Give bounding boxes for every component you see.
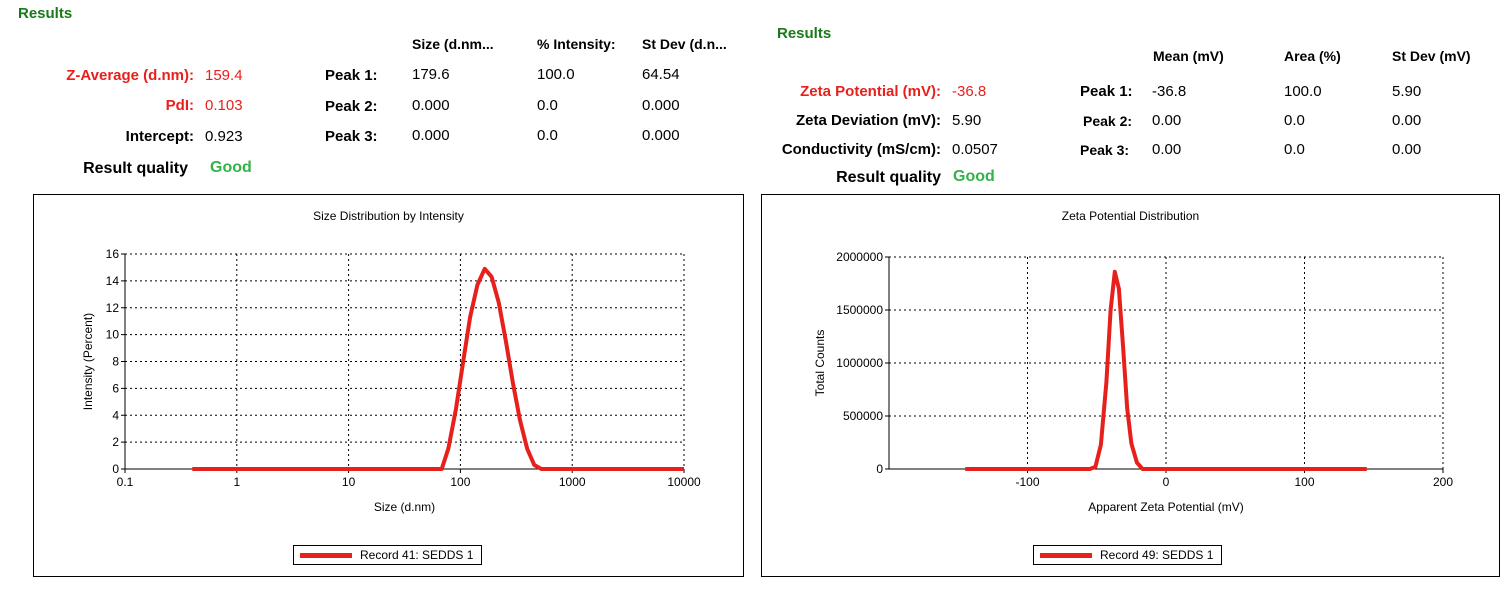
zeta-peak2-label: Peak 2: [1083, 113, 1133, 129]
size-peak1-stdev: 64.54 [642, 66, 680, 83]
zeta-chart-panel: Zeta Potential Distribution -100 0 100 200 0 5… [761, 194, 1500, 577]
size-y-tick-label: 0 [112, 462, 119, 476]
zeta-col-header-area: Area (%) [1284, 48, 1341, 64]
conductivity-value: 0.0507 [952, 141, 998, 158]
intercept-value: 0.923 [205, 128, 243, 145]
size-col-header-intensity: % Intensity: [537, 36, 616, 52]
zeta-distribution-chart: Zeta Potential Distribution -100 0 100 200 0 5… [813, 209, 1453, 514]
zeta-peak2-mean: 0.00 [1152, 112, 1182, 129]
size-peak2-size: 0.000 [412, 97, 450, 114]
zeta-x-tick-label: 200 [1433, 475, 1453, 489]
size-chart-panel: Size Distribution by Intensity 0.1 1 10 100 1… [33, 194, 744, 577]
size-chart-title: Size Distribution by Intensity [313, 209, 464, 223]
size-chart-legend: Record 41: SEDDS 1 [293, 545, 482, 565]
size-y-tick-label: 8 [112, 355, 119, 369]
zeta-deviation-value: 5.90 [952, 112, 982, 129]
zeta-deviation-label: Zeta Deviation (mV): [795, 112, 941, 129]
size-y-tick-label: 12 [106, 301, 120, 315]
zeta-peak2-area: 0.0 [1284, 112, 1305, 129]
size-y-tick-label: 16 [106, 247, 120, 261]
conductivity-label: Conductivity (mS/cm): [781, 141, 941, 158]
size-legend-label: Record 41: SEDDS 1 [360, 548, 474, 562]
size-peak3-label: Peak 3: [325, 128, 378, 145]
size-x-tick-label: 1 [233, 475, 240, 489]
zeta-y-tick-label: 0 [876, 462, 883, 476]
size-peak3-size: 0.000 [412, 127, 450, 144]
size-peak2-label: Peak 2: [325, 98, 378, 115]
zeta-x-tick-label: -100 [1015, 475, 1039, 489]
size-y-tick-label: 2 [112, 435, 119, 449]
size-peak3-stdev: 0.000 [642, 127, 680, 144]
size-x-tick-label: 1000 [559, 475, 586, 489]
size-peak3-intensity: 0.0 [537, 127, 558, 144]
size-y-tick-label: 14 [106, 274, 120, 288]
zeta-potential-label: Zeta Potential (mV): [800, 83, 941, 100]
size-x-tick-label: 10 [342, 475, 356, 489]
size-x-tick-label: 0.1 [117, 475, 134, 489]
zeta-chart-legend: Record 49: SEDDS 1 [1033, 545, 1222, 565]
zeta-legend-label: Record 49: SEDDS 1 [1100, 548, 1214, 562]
size-quality-label: Result quality [83, 160, 188, 177]
pdi-value: 0.103 [205, 97, 243, 114]
size-y-tick-label: 6 [112, 381, 119, 395]
zeta-legend-swatch [1040, 552, 1092, 558]
zeta-chart-title: Zeta Potential Distribution [1062, 209, 1199, 223]
size-col-header-stdev: St Dev (d.n... [642, 36, 727, 52]
pdi-label: PdI: [165, 97, 194, 114]
zeta-x-axis-label: Apparent Zeta Potential (mV) [1088, 500, 1243, 514]
zeta-y-axis-label: Total Counts [813, 330, 827, 397]
zeta-quality-label: Result quality [836, 169, 941, 186]
zeta-y-tick-label: 1000000 [836, 356, 883, 370]
zeta-peak1-stdev: 5.90 [1392, 83, 1422, 100]
zeta-peak1-area: 100.0 [1284, 83, 1322, 100]
zeta-peak3-label: Peak 3: [1080, 142, 1130, 158]
size-y-axis-label: Intensity (Percent) [81, 313, 95, 410]
intercept-label: Intercept: [125, 128, 194, 145]
zeta-potential-value: -36.8 [952, 83, 987, 100]
zeta-x-tick-label: 0 [1163, 475, 1170, 489]
zeta-quality-value: Good [953, 168, 995, 185]
zeta-y-tick-label: 2000000 [836, 250, 883, 264]
size-legend-swatch [300, 552, 352, 558]
zeta-peak3-stdev: 0.00 [1392, 141, 1422, 158]
size-peak2-stdev: 0.000 [642, 97, 680, 114]
size-x-tick-label: 100 [450, 475, 470, 489]
zeta-results-title: Results [777, 25, 832, 42]
size-col-header-size: Size (d.nm... [412, 36, 494, 52]
zeta-y-tick-label: 1500000 [836, 303, 883, 317]
zeta-peak1-mean: -36.8 [1152, 83, 1187, 100]
size-x-tick-label: 10000 [667, 475, 701, 489]
zeta-peak3-area: 0.0 [1284, 141, 1305, 158]
zeta-x-tick-label: 100 [1294, 475, 1314, 489]
zeta-y-tick-label: 500000 [843, 409, 883, 423]
size-x-axis-label: Size (d.nm) [374, 500, 435, 514]
size-quality-value: Good [210, 159, 252, 176]
zeta-peak3-mean: 0.00 [1152, 141, 1182, 158]
size-y-tick-label: 10 [106, 328, 120, 342]
size-peak1-label: Peak 1: [325, 67, 378, 84]
zeta-peak1-label: Peak 1: [1080, 83, 1133, 100]
zeta-col-header-mean: Mean (mV) [1153, 48, 1224, 64]
size-peak2-intensity: 0.0 [537, 97, 558, 114]
size-series-line [192, 266, 684, 471]
zeta-series-line [965, 269, 1367, 471]
size-peak1-intensity: 100.0 [537, 66, 575, 83]
size-y-tick-label: 4 [112, 408, 119, 422]
size-peak1-size: 179.6 [412, 66, 450, 83]
zeta-col-header-stdev: St Dev (mV) [1392, 48, 1471, 64]
zeta-peak2-stdev: 0.00 [1392, 112, 1422, 129]
z-average-value: 159.4 [205, 67, 243, 84]
z-average-label: Z-Average (d.nm): [66, 67, 194, 84]
size-results-title: Results [18, 5, 73, 22]
